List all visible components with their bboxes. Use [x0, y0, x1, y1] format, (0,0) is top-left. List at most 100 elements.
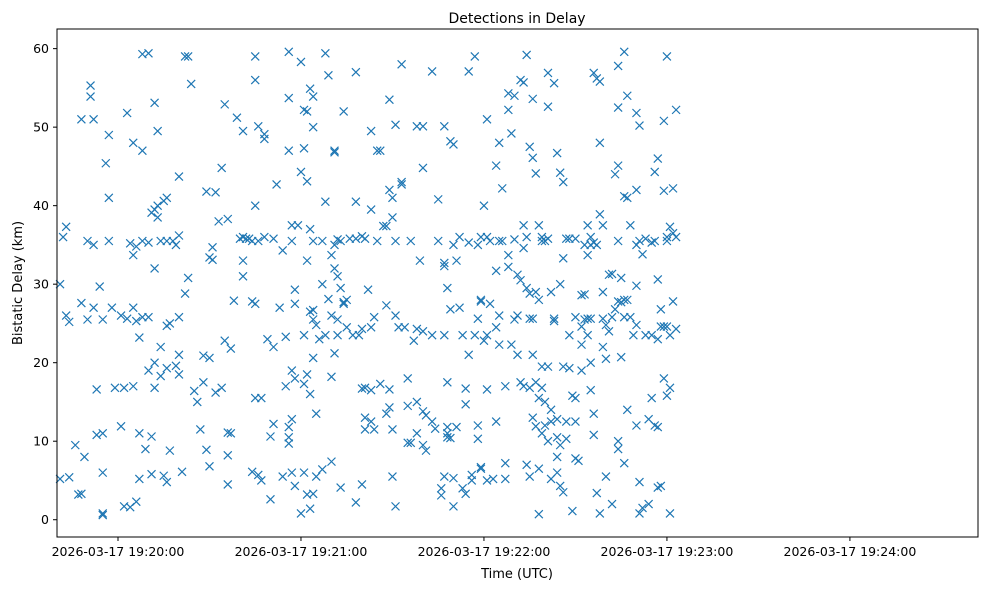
data-point [269, 342, 278, 352]
data-point [98, 510, 108, 520]
data-point [360, 413, 370, 423]
y-tick-label: 50 [33, 120, 49, 135]
data-point [403, 401, 413, 411]
data-point [497, 183, 507, 193]
data-point [513, 270, 522, 280]
data-point [381, 221, 391, 231]
data-point [449, 139, 458, 149]
data-point [156, 342, 166, 352]
data-point [442, 428, 452, 438]
data-point [281, 381, 291, 391]
data-point [226, 428, 236, 438]
data-point [330, 146, 339, 156]
data-point [311, 320, 321, 330]
data-point [205, 461, 214, 471]
data-point [327, 311, 336, 321]
data-point [208, 242, 217, 252]
data-point [269, 234, 278, 244]
data-point [308, 305, 318, 315]
data-point [482, 384, 492, 394]
data-point [275, 303, 285, 313]
data-point [238, 126, 248, 136]
data-point [250, 201, 260, 211]
data-point [449, 473, 458, 483]
data-point [153, 126, 163, 136]
data-point [366, 126, 376, 136]
data-point [577, 290, 586, 300]
data-point [391, 236, 400, 246]
data-point [366, 322, 376, 332]
data-point [250, 299, 260, 309]
data-point [208, 255, 217, 265]
data-point [290, 285, 300, 295]
data-point [61, 311, 71, 321]
data-point [625, 220, 635, 230]
data-point [369, 425, 379, 434]
data-point [632, 421, 641, 430]
data-point [613, 436, 623, 446]
data-point [128, 250, 138, 260]
data-point [604, 326, 614, 336]
data-point [632, 240, 641, 250]
data-point [308, 315, 318, 324]
data-point [476, 462, 486, 472]
data-point [552, 452, 562, 462]
data-point [519, 77, 529, 87]
data-point [403, 373, 413, 383]
data-point [482, 114, 492, 124]
data-point [589, 409, 599, 419]
data-point [266, 432, 275, 441]
data-point [220, 99, 230, 109]
data-point [290, 481, 300, 491]
data-point [162, 193, 172, 203]
data-point [76, 298, 86, 308]
data-point [223, 450, 233, 460]
data-point [366, 385, 376, 395]
data-point [259, 134, 269, 144]
data-point [531, 169, 541, 178]
data-point [449, 501, 458, 511]
data-point [336, 236, 346, 246]
data-point [284, 432, 294, 442]
data-point [253, 470, 263, 480]
data-point [561, 234, 571, 244]
data-point [317, 279, 327, 289]
data-point [662, 52, 672, 61]
data-point [205, 353, 214, 363]
data-point [528, 350, 538, 360]
data-point [445, 304, 455, 314]
data-point [525, 142, 535, 152]
data-point [281, 332, 291, 342]
data-point [381, 300, 391, 310]
data-point [476, 297, 486, 306]
data-point [500, 474, 510, 484]
data-point [510, 91, 519, 101]
data-point [278, 245, 288, 255]
data-point [174, 172, 184, 182]
x-axis-label: Time (UTC) [480, 567, 553, 582]
data-point [522, 460, 532, 470]
data-point [125, 238, 135, 248]
data-point [64, 317, 74, 327]
data-point [378, 221, 388, 231]
data-point [342, 322, 352, 332]
data-point [418, 440, 428, 450]
data-point [388, 425, 397, 434]
data-point [445, 433, 455, 443]
data-point [662, 232, 672, 242]
data-point [531, 421, 541, 431]
data-point [607, 312, 617, 322]
data-point [525, 472, 535, 481]
data-point [366, 417, 376, 427]
data-point [418, 163, 428, 173]
data-point [284, 47, 294, 57]
data-point [510, 315, 519, 324]
data-point [464, 238, 474, 247]
y-tick-label: 40 [33, 198, 49, 213]
data-point [534, 295, 544, 305]
data-point [473, 314, 483, 324]
data-point [351, 67, 361, 77]
data-point [284, 422, 294, 432]
